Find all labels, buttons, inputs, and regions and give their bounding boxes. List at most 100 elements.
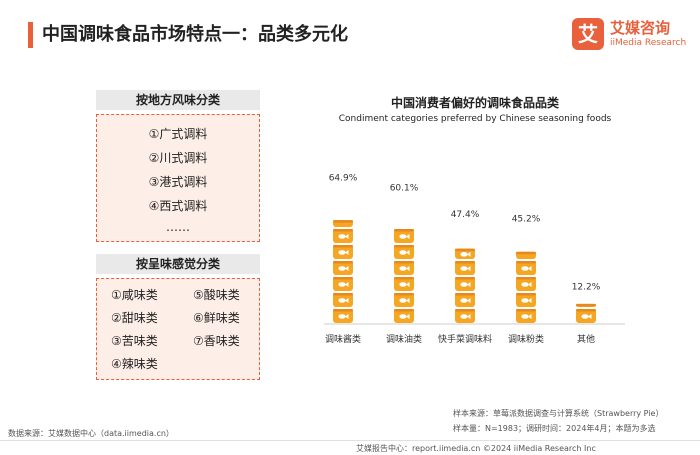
- can-lid: [333, 277, 353, 280]
- can-lid: [333, 309, 353, 312]
- fish-tail-icon: [406, 314, 410, 319]
- can-lid: [394, 245, 414, 248]
- fish-tail-icon: [467, 282, 471, 287]
- fish-tail-icon: [467, 314, 471, 319]
- fish-icon: [399, 298, 407, 303]
- data-label: 60.1%: [390, 184, 419, 194]
- title-accent-bar: [28, 22, 33, 48]
- fish-icon: [338, 298, 346, 303]
- fish-icon: [460, 282, 468, 287]
- region-item: ①广式调料: [148, 127, 208, 141]
- region-panel-header: 按地方风味分类: [96, 90, 260, 110]
- sample-info: 样本量：N=1983；调研时间：2024年4月；本题为多选: [453, 424, 656, 433]
- taste-item: ②甜味类: [111, 311, 158, 325]
- fish-tail-icon: [345, 250, 349, 255]
- preference-chart: 64.9% 调味酱类 60.1% 调味油类 47.4% 快手菜调味料 45.2% 调味粉类 12…: [324, 174, 625, 345]
- can-lid: [394, 277, 414, 280]
- can-lid: [516, 293, 536, 296]
- fish-tail-icon: [467, 298, 471, 303]
- bar: [455, 248, 475, 323]
- fish-icon: [338, 314, 346, 319]
- bar: [333, 220, 353, 323]
- fish-icon: [399, 250, 407, 255]
- fish-icon: [521, 266, 529, 271]
- taste-item: ①咸味类: [111, 288, 158, 302]
- taste-item: ⑥鲜味类: [193, 311, 240, 325]
- data-label: 64.9%: [329, 174, 358, 184]
- fish-tail-icon: [528, 314, 532, 319]
- can-lid: [455, 293, 475, 296]
- fish-tail-icon: [467, 266, 471, 271]
- data-label: 47.4%: [451, 210, 480, 220]
- can-lid: [516, 277, 536, 280]
- fish-icon: [338, 234, 346, 239]
- fish-tail-icon: [528, 298, 532, 303]
- fish-icon: [338, 282, 346, 287]
- can-lid: [516, 251, 536, 255]
- fish-tail-icon: [588, 314, 592, 319]
- can-lid: [516, 261, 536, 264]
- fish-tail-icon: [345, 266, 349, 271]
- data-label: 12.2%: [572, 283, 601, 293]
- taste-item: ⑤酸味类: [193, 288, 240, 302]
- region-item: ③港式调料: [148, 175, 208, 189]
- fish-tail-icon: [406, 282, 410, 287]
- can-lid: [394, 261, 414, 264]
- bar: [394, 229, 414, 323]
- fish-icon: [399, 282, 407, 287]
- chart-title: 中国消费者偏好的调味食品品类: [390, 96, 559, 110]
- category-label: 快手菜调味料: [438, 333, 492, 345]
- data-label: 45.2%: [512, 214, 541, 224]
- category-label: 其他: [577, 333, 595, 345]
- fish-tail-icon: [345, 282, 349, 287]
- category-label: 调味油类: [386, 333, 422, 345]
- can-lid: [576, 303, 596, 307]
- fish-icon: [460, 298, 468, 303]
- fish-tail-icon: [406, 234, 410, 239]
- fish-tail-icon: [406, 298, 410, 303]
- can-lid: [394, 293, 414, 296]
- iimedia-logo: 艾 艾媒咨询 iiMedia Research: [572, 16, 690, 56]
- region-item-more: ……: [166, 220, 190, 234]
- logo-name-cn: 艾媒咨询: [610, 19, 671, 37]
- fish-icon: [399, 266, 407, 271]
- can-lid: [333, 261, 353, 264]
- fish-icon: [338, 250, 346, 255]
- can-lid: [394, 309, 414, 312]
- fish-tail-icon: [345, 314, 349, 319]
- taste-item: ④辣味类: [111, 357, 158, 371]
- fish-icon: [399, 314, 407, 319]
- fish-tail-icon: [406, 266, 410, 271]
- fish-icon: [581, 314, 589, 319]
- can-lid: [333, 245, 353, 248]
- can-lid: [576, 309, 596, 312]
- fish-icon: [521, 282, 529, 287]
- taste-panel-header: 按呈味感觉分类: [96, 254, 260, 274]
- fish-tail-icon: [528, 282, 532, 287]
- page-title: 中国调味食品市场特点一：品类多元化: [42, 24, 348, 45]
- fish-icon: [460, 266, 468, 271]
- can-lid: [455, 248, 475, 252]
- taste-item: ③苦味类: [111, 334, 158, 348]
- fish-icon: [460, 252, 468, 257]
- logo-mark: 艾: [572, 18, 604, 50]
- can-lid: [455, 309, 475, 312]
- fish-tail-icon: [406, 250, 410, 255]
- fish-icon: [460, 314, 468, 319]
- can-lid: [333, 220, 353, 223]
- taste-panel: ①咸味类 ⑤酸味类 ②甜味类 ⑥鲜味类 ③苦味类 ⑦香味类 ④辣味类: [96, 278, 260, 380]
- source-left: 数据来源：艾媒数据中心（data.iimedia.cn）: [8, 429, 174, 438]
- logo-name-en: iiMedia Research: [610, 38, 687, 48]
- fish-icon: [399, 234, 407, 239]
- can-lid: [455, 277, 475, 280]
- fish-icon: [338, 266, 346, 271]
- footer-divider: [0, 440, 700, 441]
- fish-tail-icon: [345, 234, 349, 239]
- can-lid: [333, 229, 353, 232]
- fish-tail-icon: [345, 298, 349, 303]
- can-lid: [394, 229, 414, 232]
- bar: [516, 251, 536, 323]
- can-lid: [455, 261, 475, 264]
- category-label: 调味粉类: [508, 333, 544, 345]
- fish-icon: [521, 314, 529, 319]
